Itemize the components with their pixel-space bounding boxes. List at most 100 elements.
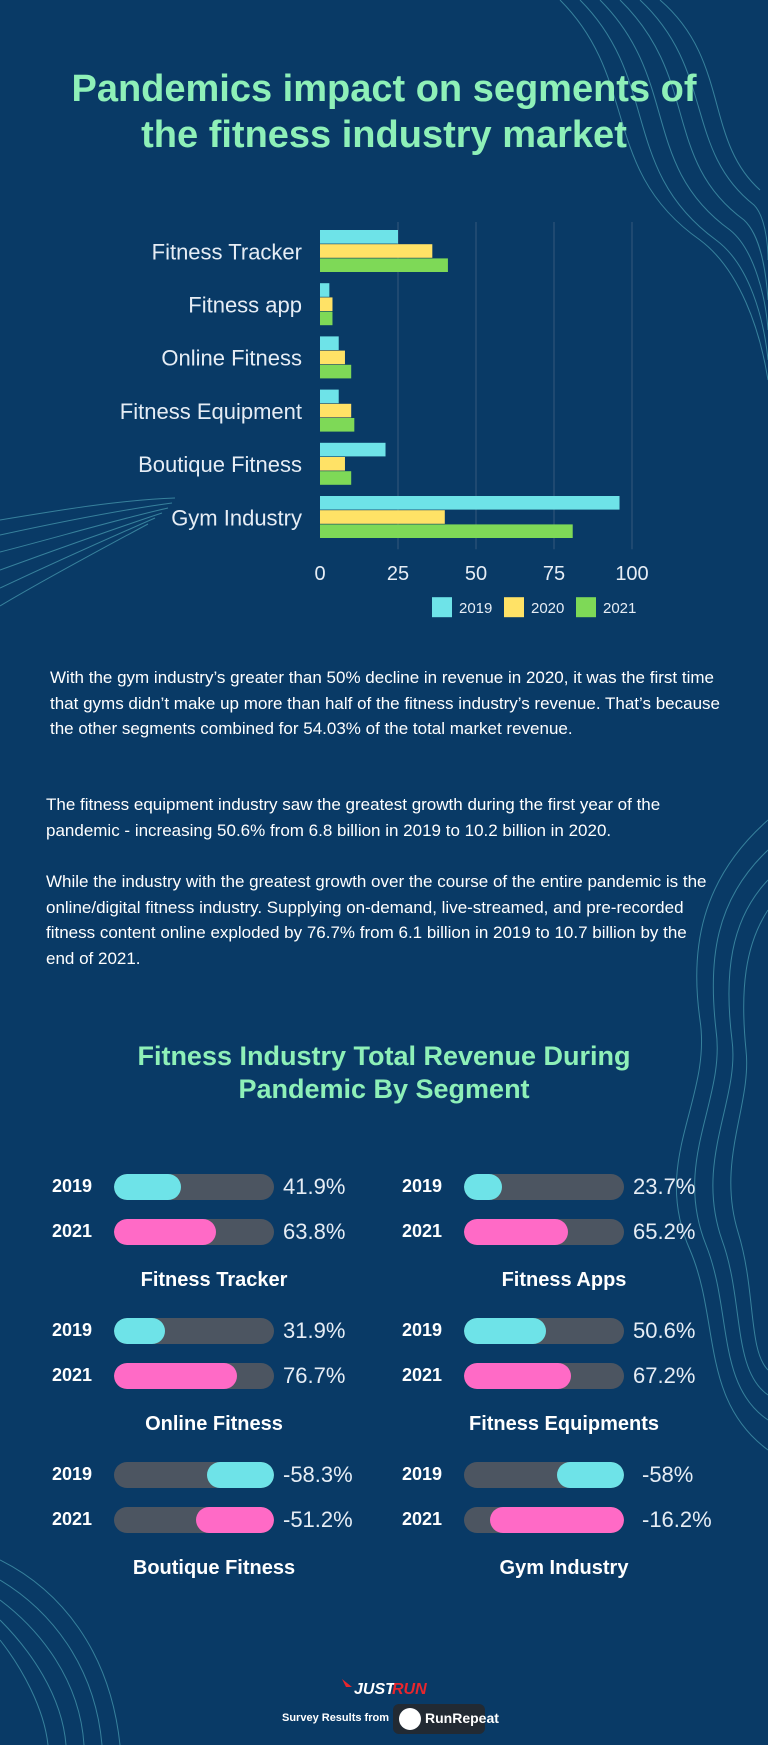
year-label: 2019: [402, 1176, 443, 1196]
legend-swatch-2020: [504, 597, 524, 618]
bar-2019: [320, 336, 339, 350]
x-tick-label: 100: [615, 563, 648, 585]
year-label: 2021: [402, 1509, 443, 1529]
category-label: Online Fitness: [161, 346, 302, 371]
year-label: 2019: [402, 1464, 443, 1484]
percentage-value: -58.3%: [283, 1462, 353, 1487]
svg-text:RUN: RUN: [392, 1681, 427, 1698]
section-title: Fitness Industry Total Revenue During Pa…: [137, 1041, 631, 1104]
runrepeat-badge: RunRepeat: [393, 1704, 499, 1734]
percentage-value: -16.2%: [642, 1507, 712, 1532]
progress-fill: [114, 1174, 182, 1200]
segment-label: Gym Industry: [499, 1557, 629, 1579]
svg-text:JUST: JUST: [354, 1681, 396, 1698]
segment-label: Fitness Equipments: [468, 1413, 660, 1435]
bar-2019: [320, 442, 386, 457]
category-label: Fitness Tracker: [152, 239, 302, 264]
progress-track: [114, 1507, 274, 1533]
percentage-value: -51.2%: [283, 1507, 353, 1532]
progress-row: 2019 50.6%: [402, 1318, 732, 1344]
legend-label: 2021: [603, 600, 636, 617]
percentage-value: 67.2%: [633, 1363, 696, 1388]
category-label: Boutique Fitness: [138, 452, 302, 477]
progress-track: [114, 1219, 274, 1245]
paragraph-3: While the industry with the greatest gro…: [46, 872, 707, 968]
progress-row: 2021 76.7%: [52, 1363, 382, 1389]
paragraph-1: With the gym industry’s greater than 50%…: [50, 668, 720, 738]
progress-track: [464, 1174, 624, 1200]
bar-2020: [320, 403, 352, 418]
category-label: Gym Industry: [171, 505, 302, 530]
bar-2020: [320, 297, 333, 311]
legend-swatch-2019: [432, 597, 452, 618]
runrepeat-name: RunRepeat: [425, 1710, 499, 1726]
progress-fill: [464, 1363, 572, 1389]
justrun-logo: JUST RUN: [342, 1679, 427, 1698]
progress-row: 2019 -58.3%: [52, 1462, 382, 1488]
progress-fill: [489, 1507, 624, 1533]
legend-label: 2019: [459, 600, 492, 617]
progress-fill: [206, 1462, 274, 1488]
percentage-value: 76.7%: [283, 1363, 346, 1388]
progress-track: [464, 1462, 624, 1488]
year-label: 2019: [402, 1320, 443, 1340]
x-tick-label: 50: [465, 563, 487, 585]
year-label: 2019: [52, 1320, 93, 1340]
progress-track: [464, 1219, 624, 1245]
progress-track: [114, 1462, 274, 1488]
progress-fill: [114, 1219, 217, 1245]
bar-2021: [320, 471, 352, 485]
percentage-value: 65.2%: [633, 1219, 696, 1244]
progress-row: 2021 63.8%: [52, 1219, 382, 1245]
category-label: Fitness Equipment: [120, 399, 302, 424]
year-label: 2021: [402, 1365, 443, 1385]
progress-fill: [464, 1318, 546, 1344]
year-label: 2021: [52, 1509, 93, 1529]
bar-2021: [320, 311, 333, 326]
progress-row: 2019 41.9%: [52, 1174, 382, 1200]
bar-2020: [320, 244, 433, 258]
progress-track: [114, 1318, 274, 1344]
percentage-value: -58%: [642, 1462, 694, 1487]
bar-2019: [320, 230, 398, 244]
progress-fill: [556, 1462, 624, 1488]
progress-fill: [464, 1219, 568, 1245]
bar-2021: [320, 524, 573, 538]
page-title: Pandemics impact on segments of the fitn…: [71, 68, 697, 156]
percentage-value: 63.8%: [283, 1219, 346, 1244]
bar-2021: [320, 418, 355, 432]
legend-label: 2020: [531, 600, 564, 617]
category-label: Fitness app: [188, 293, 302, 318]
bar-2019: [320, 496, 620, 510]
segment-label: Fitness Tracker: [140, 1269, 288, 1291]
year-label: 2021: [52, 1221, 93, 1241]
bar-2020: [320, 350, 345, 365]
year-label: 2021: [52, 1365, 93, 1385]
progress-track: [114, 1174, 274, 1200]
bar-2021: [320, 258, 448, 272]
percentage-value: 41.9%: [283, 1174, 346, 1199]
bar-2021: [320, 364, 352, 379]
progress-row: 2021 65.2%: [402, 1219, 732, 1245]
progress-row: 2021 -51.2%: [52, 1507, 382, 1533]
bar-2020: [320, 457, 345, 471]
progress-track: [114, 1363, 274, 1389]
bar-2020: [320, 510, 445, 524]
percentage-value: 31.9%: [283, 1318, 346, 1343]
x-tick-label: 25: [387, 563, 409, 585]
progress-fill: [464, 1174, 503, 1200]
progress-track: [464, 1363, 624, 1389]
legend-swatch-2021: [576, 597, 596, 618]
year-label: 2019: [52, 1176, 93, 1196]
year-label: 2019: [52, 1464, 93, 1484]
survey-credit-text: Survey Results from: [282, 1712, 389, 1724]
runrepeat-icon: [399, 1708, 421, 1730]
progress-fill: [114, 1318, 166, 1344]
segment-label: Online Fitness: [145, 1413, 283, 1435]
progress-track: [464, 1318, 624, 1344]
progress-row: 2021 -16.2%: [402, 1507, 732, 1533]
progress-row: 2021 67.2%: [402, 1363, 732, 1389]
progress-fill: [195, 1507, 274, 1533]
grouped-bar-chart: 0 25 50 75 100 Fitness Tracker Fitness app Onli…: [120, 222, 649, 618]
percentage-value: 50.6%: [633, 1318, 696, 1343]
